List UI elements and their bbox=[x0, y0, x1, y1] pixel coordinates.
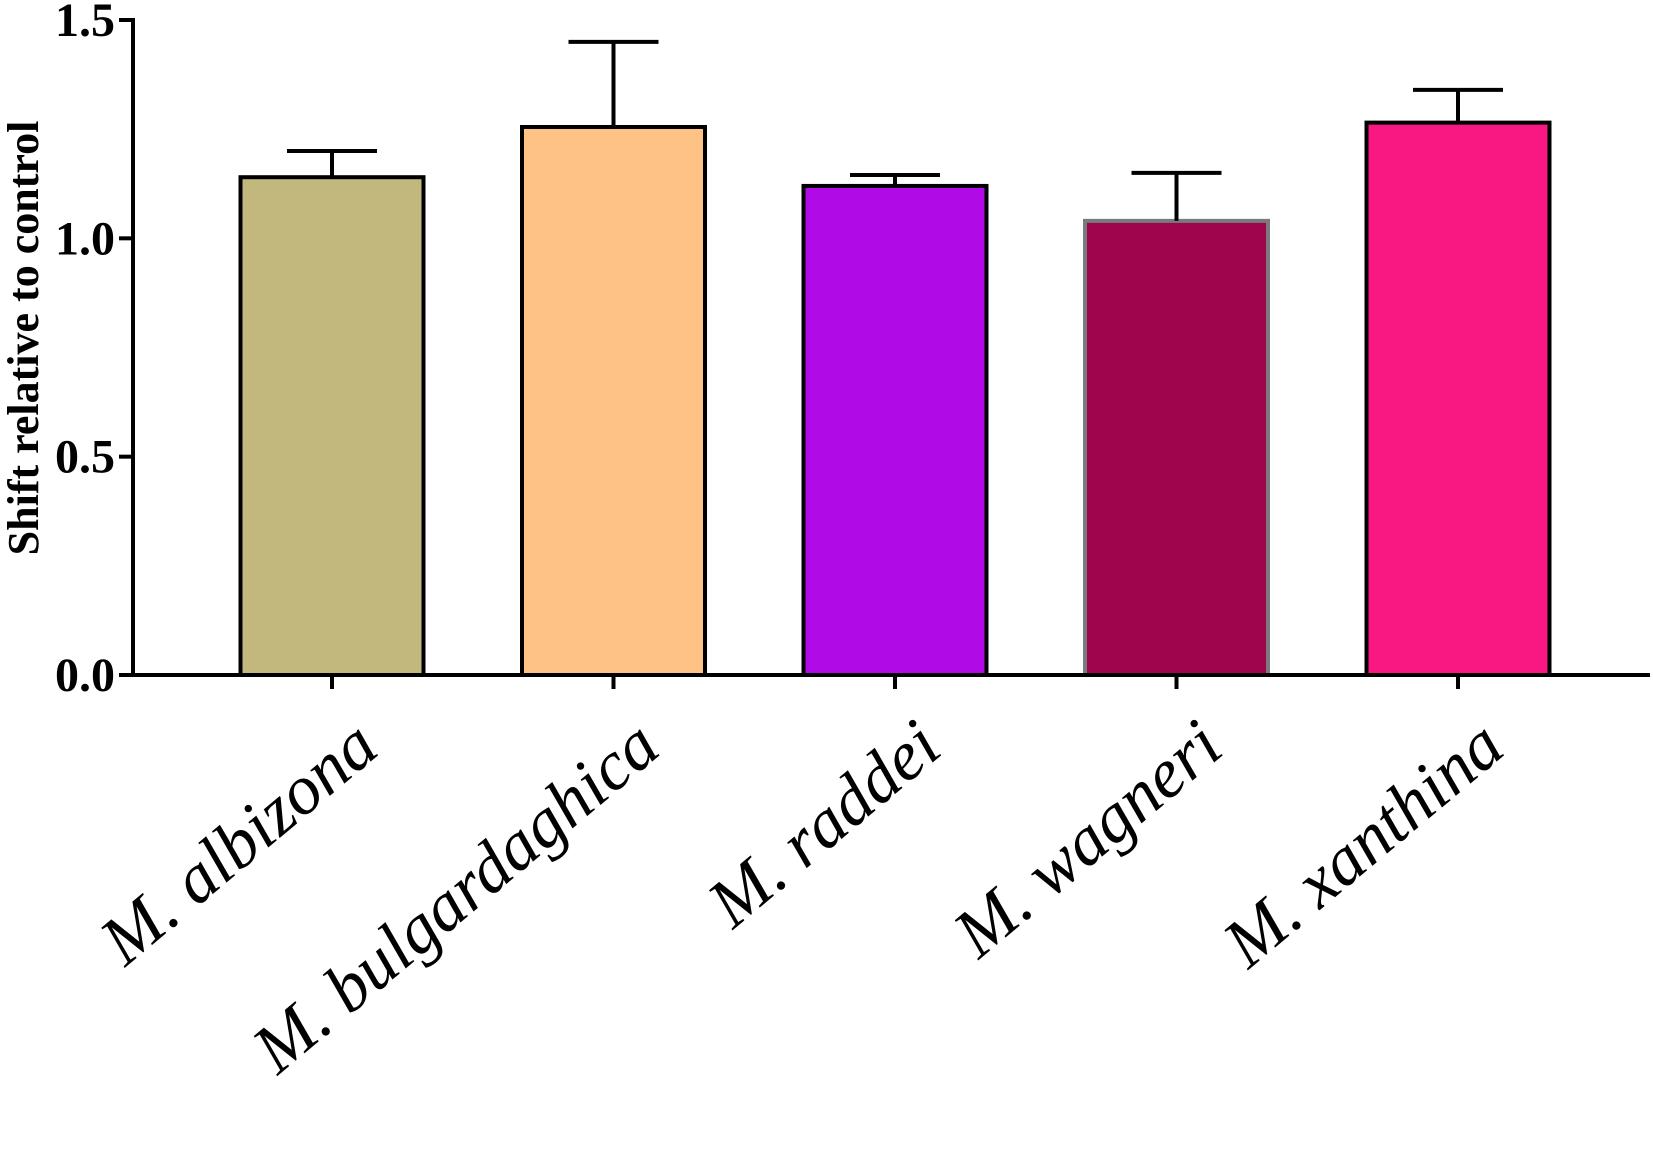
x-tick-label-m-wagneri: M. wagneri bbox=[939, 706, 1237, 973]
error-bars-group bbox=[287, 39, 1503, 221]
bar-m-xanthina bbox=[1364, 120, 1552, 678]
y-tick-label-3: 1.5 bbox=[55, 0, 115, 47]
bar-m-wagneri bbox=[1083, 218, 1270, 677]
bar-m-albizona bbox=[238, 175, 426, 677]
bar-m-bulgardaghica bbox=[520, 124, 707, 677]
x-tick-label-m-raddei: M. raddei bbox=[693, 706, 955, 943]
y-tick-label-2: 1.0 bbox=[55, 212, 115, 265]
bars-group bbox=[238, 120, 1552, 678]
y-ticks-group: 0.0 0.5 1.0 1.5 bbox=[55, 0, 133, 702]
y-axis-label: Shift relative to control bbox=[0, 121, 48, 556]
y-tick-label-0: 0.0 bbox=[55, 649, 115, 702]
y-tick-label-1: 0.5 bbox=[55, 431, 115, 484]
x-tick-label-m-xanthina: M. xanthina bbox=[1208, 706, 1517, 983]
bar-m-raddei bbox=[801, 183, 989, 678]
